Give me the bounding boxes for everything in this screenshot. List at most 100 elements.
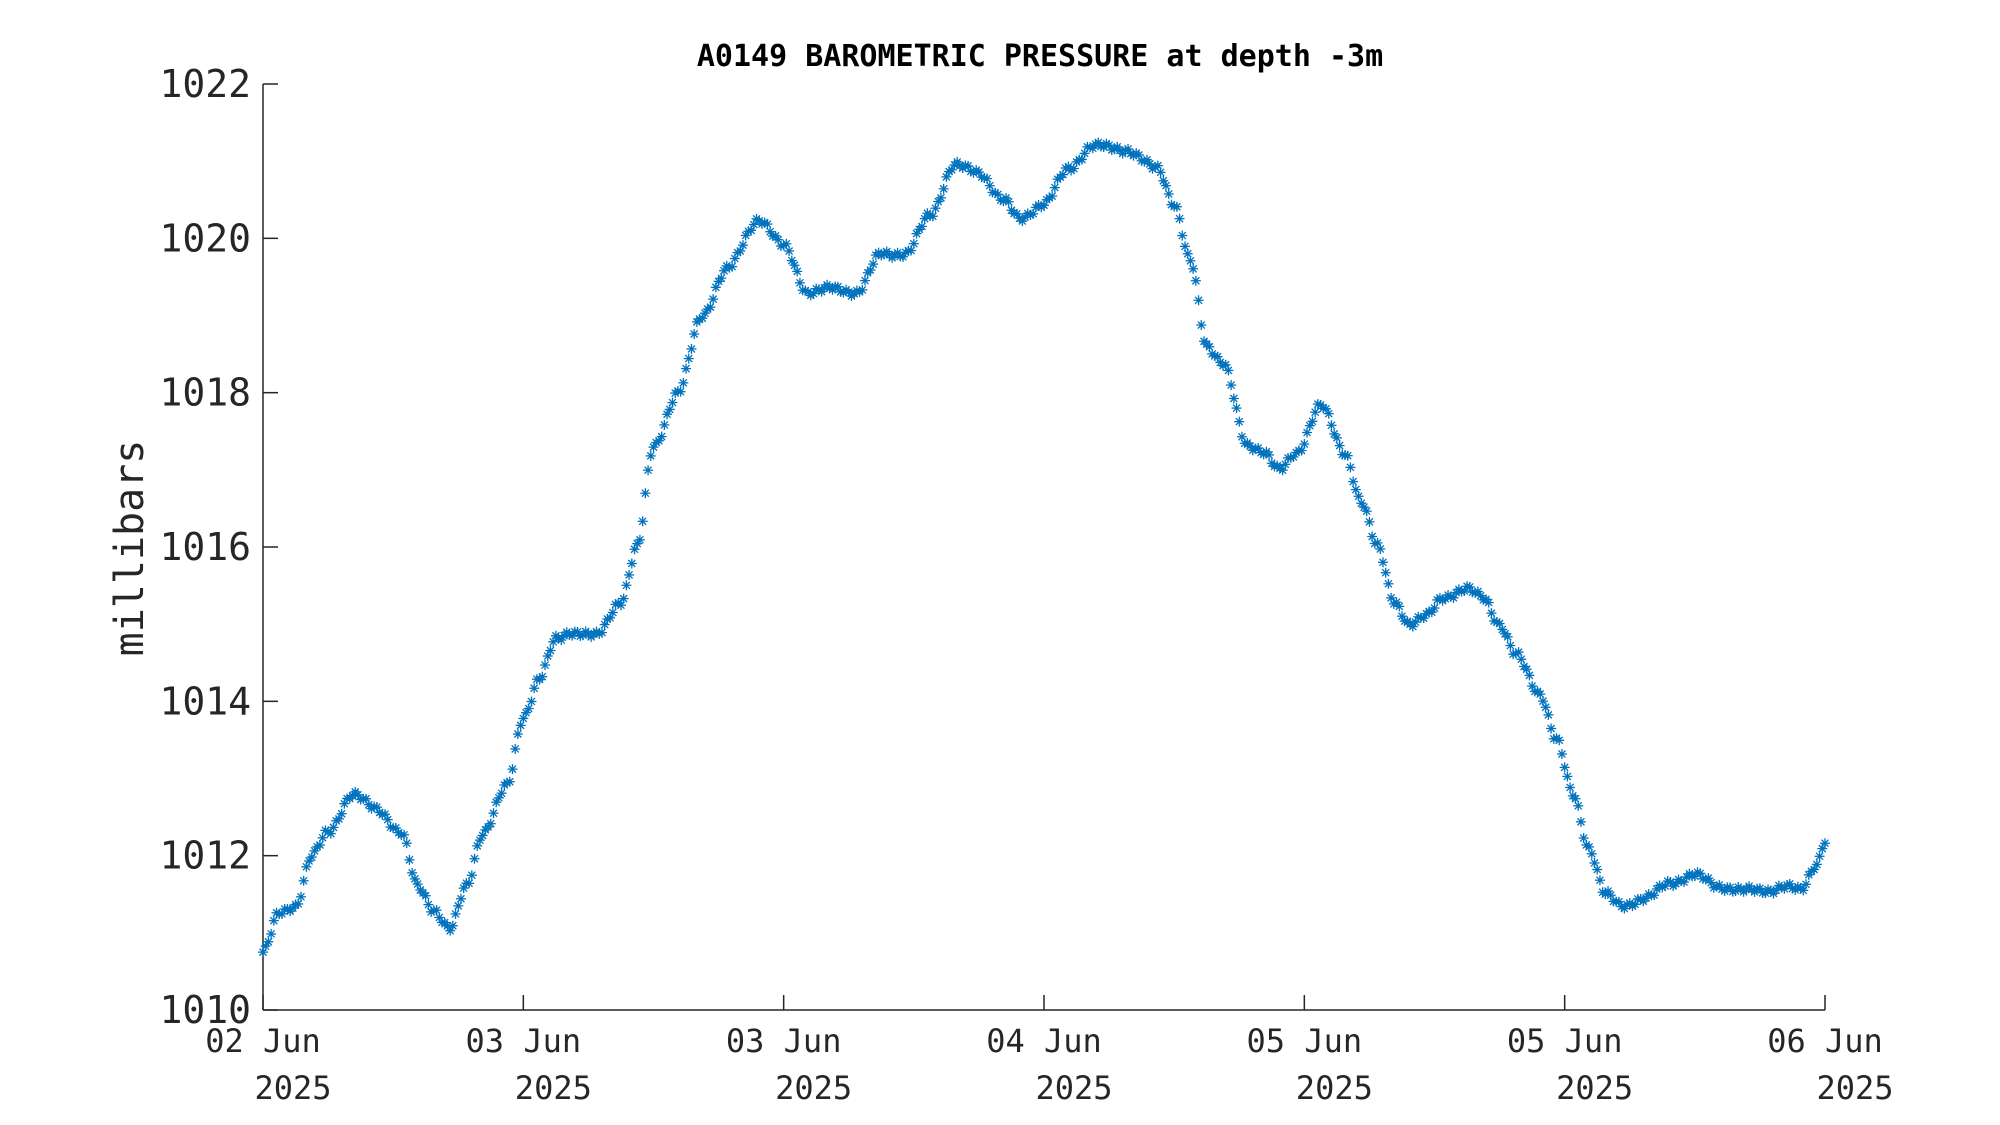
data-point bbox=[545, 645, 556, 656]
data-point bbox=[1543, 709, 1554, 720]
data-point bbox=[1486, 608, 1497, 619]
data-point bbox=[1377, 557, 1388, 568]
axes bbox=[262, 84, 1825, 1011]
data-point bbox=[526, 696, 537, 707]
data-point bbox=[1323, 408, 1334, 419]
data-point bbox=[1299, 439, 1310, 450]
data-point bbox=[466, 870, 477, 881]
data-point bbox=[1193, 295, 1204, 306]
data-point bbox=[689, 329, 700, 340]
data-point bbox=[1177, 230, 1188, 241]
data-point bbox=[667, 397, 678, 408]
data-point bbox=[1188, 263, 1199, 274]
y-tick-label: 1020 bbox=[159, 216, 251, 260]
data-point bbox=[916, 221, 927, 232]
y-tick-label: 1022 bbox=[159, 62, 251, 106]
data-point bbox=[686, 343, 697, 354]
x-tick-label-year: 2025 bbox=[1035, 1069, 1112, 1107]
data-point bbox=[1236, 431, 1247, 442]
data-point bbox=[1307, 416, 1318, 427]
data-point bbox=[1264, 449, 1275, 460]
data-point bbox=[298, 875, 309, 886]
data-point bbox=[1562, 771, 1573, 782]
data-point bbox=[1594, 875, 1605, 886]
data-point bbox=[1811, 859, 1822, 870]
x-tick-label: 06 Jun bbox=[1767, 1022, 1883, 1060]
data-point bbox=[488, 808, 499, 819]
data-point bbox=[1565, 782, 1576, 793]
data-point bbox=[708, 294, 719, 305]
data-point bbox=[1180, 241, 1191, 252]
data-point bbox=[1364, 516, 1375, 527]
data-point bbox=[683, 353, 694, 364]
data-point bbox=[1375, 543, 1386, 554]
data-point bbox=[1353, 491, 1364, 502]
data-point bbox=[1331, 432, 1342, 443]
data-point bbox=[784, 246, 795, 257]
data-point bbox=[908, 238, 919, 249]
data-point bbox=[624, 569, 635, 580]
data-point bbox=[982, 173, 993, 184]
y-tick-label: 1012 bbox=[159, 834, 251, 878]
data-point bbox=[507, 764, 518, 775]
data-point bbox=[295, 891, 306, 902]
data-point bbox=[640, 488, 651, 499]
x-ticks: 02 Jun 2025 03 Jun 2025 03 Jun 2025 04 Jun 2025… bbox=[205, 995, 1894, 1107]
data-point bbox=[621, 580, 632, 591]
data-point bbox=[794, 277, 805, 288]
data-point bbox=[737, 240, 748, 251]
data-point bbox=[792, 266, 803, 277]
data-point bbox=[1223, 365, 1234, 376]
x-tick-label-year: 2025 bbox=[775, 1069, 852, 1107]
data-point bbox=[607, 607, 618, 618]
data-point bbox=[1049, 182, 1060, 193]
data-point bbox=[1573, 800, 1584, 811]
data-point bbox=[1820, 838, 1830, 849]
data-point bbox=[469, 853, 480, 864]
data-point bbox=[1348, 476, 1359, 487]
data-point bbox=[659, 419, 670, 430]
data-point bbox=[645, 450, 656, 461]
data-point bbox=[681, 363, 692, 374]
data-point bbox=[1814, 851, 1825, 862]
data-point bbox=[268, 915, 279, 926]
data-point bbox=[382, 814, 393, 825]
x-tick-label-year: 2025 bbox=[1296, 1069, 1373, 1107]
x-tick-label: 03 Jun bbox=[726, 1022, 842, 1060]
data-point bbox=[399, 829, 410, 840]
data-point bbox=[1383, 578, 1394, 589]
data-point bbox=[643, 465, 654, 476]
data-point bbox=[938, 183, 949, 194]
x-tick-label: 05 Jun bbox=[1247, 1022, 1363, 1060]
data-point bbox=[762, 219, 773, 230]
data-point bbox=[1524, 670, 1535, 681]
y-tick-label: 1016 bbox=[159, 525, 251, 569]
data-point bbox=[1196, 320, 1207, 331]
data-point bbox=[1361, 506, 1372, 517]
data-point bbox=[455, 893, 466, 904]
data-point bbox=[512, 729, 523, 740]
data-point bbox=[537, 671, 548, 682]
x-tick-label-year: 2025 bbox=[1556, 1069, 1633, 1107]
data-point bbox=[1586, 848, 1597, 859]
data-point bbox=[626, 558, 637, 569]
data-point bbox=[618, 593, 629, 604]
data-point bbox=[1163, 188, 1174, 199]
chart-title: A0149 BAROMETRIC PRESSURE at depth -3m bbox=[697, 39, 1383, 74]
data-point bbox=[1171, 201, 1182, 212]
data-point bbox=[1426, 607, 1437, 618]
x-tick-label: 04 Jun bbox=[986, 1022, 1102, 1060]
data-point bbox=[266, 928, 277, 939]
data-point bbox=[1394, 601, 1405, 612]
data-point bbox=[1310, 407, 1321, 418]
data-point bbox=[716, 273, 727, 284]
data-point bbox=[868, 259, 879, 270]
y-axis-label: millibars bbox=[107, 440, 153, 657]
data-point bbox=[1234, 416, 1245, 427]
data-point bbox=[1540, 702, 1551, 713]
data-point bbox=[1185, 255, 1196, 266]
data-point bbox=[678, 377, 689, 388]
x-tick-label-year: 2025 bbox=[254, 1069, 331, 1107]
data-point bbox=[504, 776, 515, 787]
